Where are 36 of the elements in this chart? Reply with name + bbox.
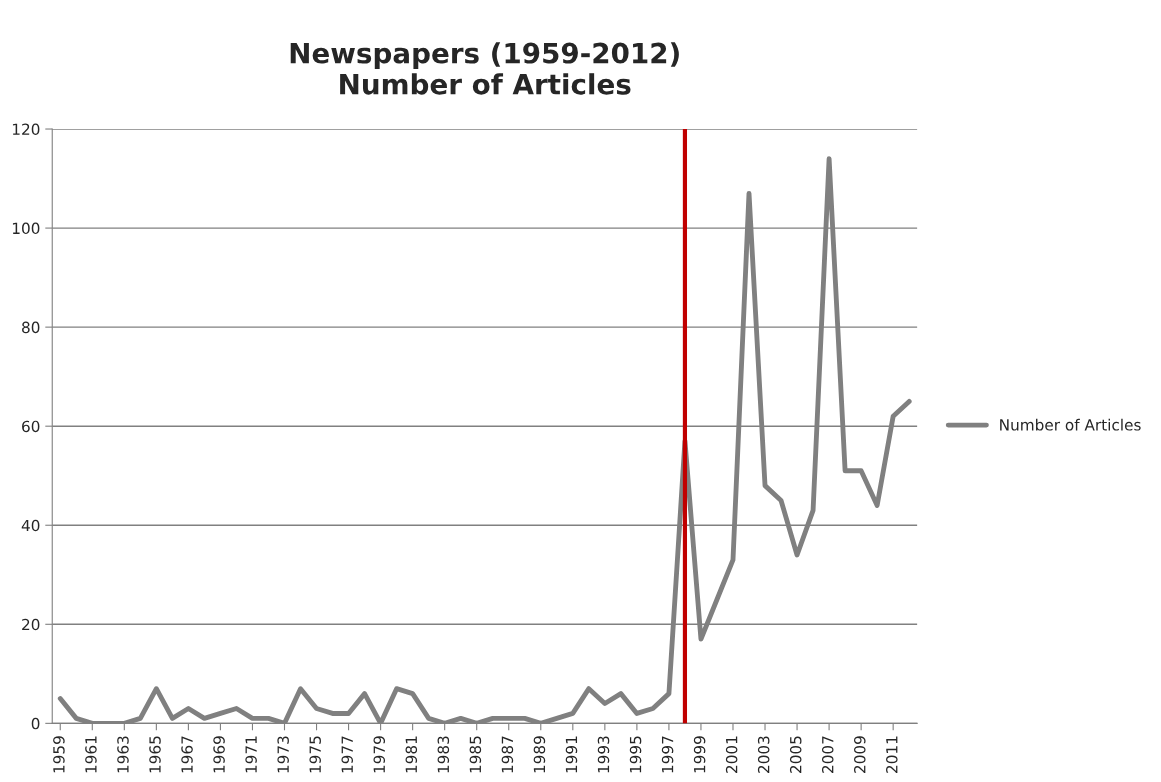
x-tick-label: 1993	[597, 736, 610, 773]
y-tick-label: 40	[21, 519, 40, 532]
y-tick-label: 60	[22, 420, 40, 433]
x-tick-label: 1977	[341, 736, 353, 773]
x-tick-label: 1973	[277, 736, 289, 773]
x-tick-label: 1991	[565, 736, 578, 773]
legend-label: Number of Articles	[1000, 418, 1141, 431]
chart-title: Newspapers (1959-2012) Number of Articles	[290, 42, 679, 95]
y-tick-label: 120	[12, 123, 40, 136]
x-tick-label: 1967	[181, 736, 193, 773]
x-tick-label: 1979	[373, 736, 386, 773]
x-tick-label: 1963	[117, 736, 129, 773]
x-tick-label: 2011	[886, 736, 898, 773]
y-tick-label: 0	[31, 717, 40, 730]
x-tick-label: 1999	[693, 736, 706, 773]
x-tick-label: 1975	[309, 736, 321, 773]
x-tick-label: 1997	[661, 736, 674, 773]
x-tick-label: 1965	[149, 736, 161, 773]
y-tick-label: 20	[22, 618, 40, 631]
x-tick-label: 2001	[725, 736, 738, 773]
x-tick-label: 2005	[789, 736, 802, 773]
x-tick-label: 2003	[757, 736, 770, 773]
x-tick-label: 1985	[469, 736, 482, 773]
x-tick-label: 1987	[501, 736, 514, 773]
x-tick-label: 1983	[437, 736, 450, 773]
x-tick-label: 2009	[854, 736, 866, 773]
x-tick-label: 1969	[213, 736, 225, 773]
x-tick-label: 1995	[629, 736, 642, 773]
x-tick-label: 1989	[533, 736, 546, 773]
x-tick-label: 1961	[85, 736, 97, 773]
y-tick-label: 80	[22, 321, 40, 334]
y-tick-label: 100	[12, 222, 40, 235]
x-tick-label: 1959	[53, 736, 65, 773]
x-tick-label: 2007	[821, 736, 834, 773]
x-tick-label: 1971	[245, 736, 257, 773]
x-tick-label: 1981	[405, 736, 418, 773]
